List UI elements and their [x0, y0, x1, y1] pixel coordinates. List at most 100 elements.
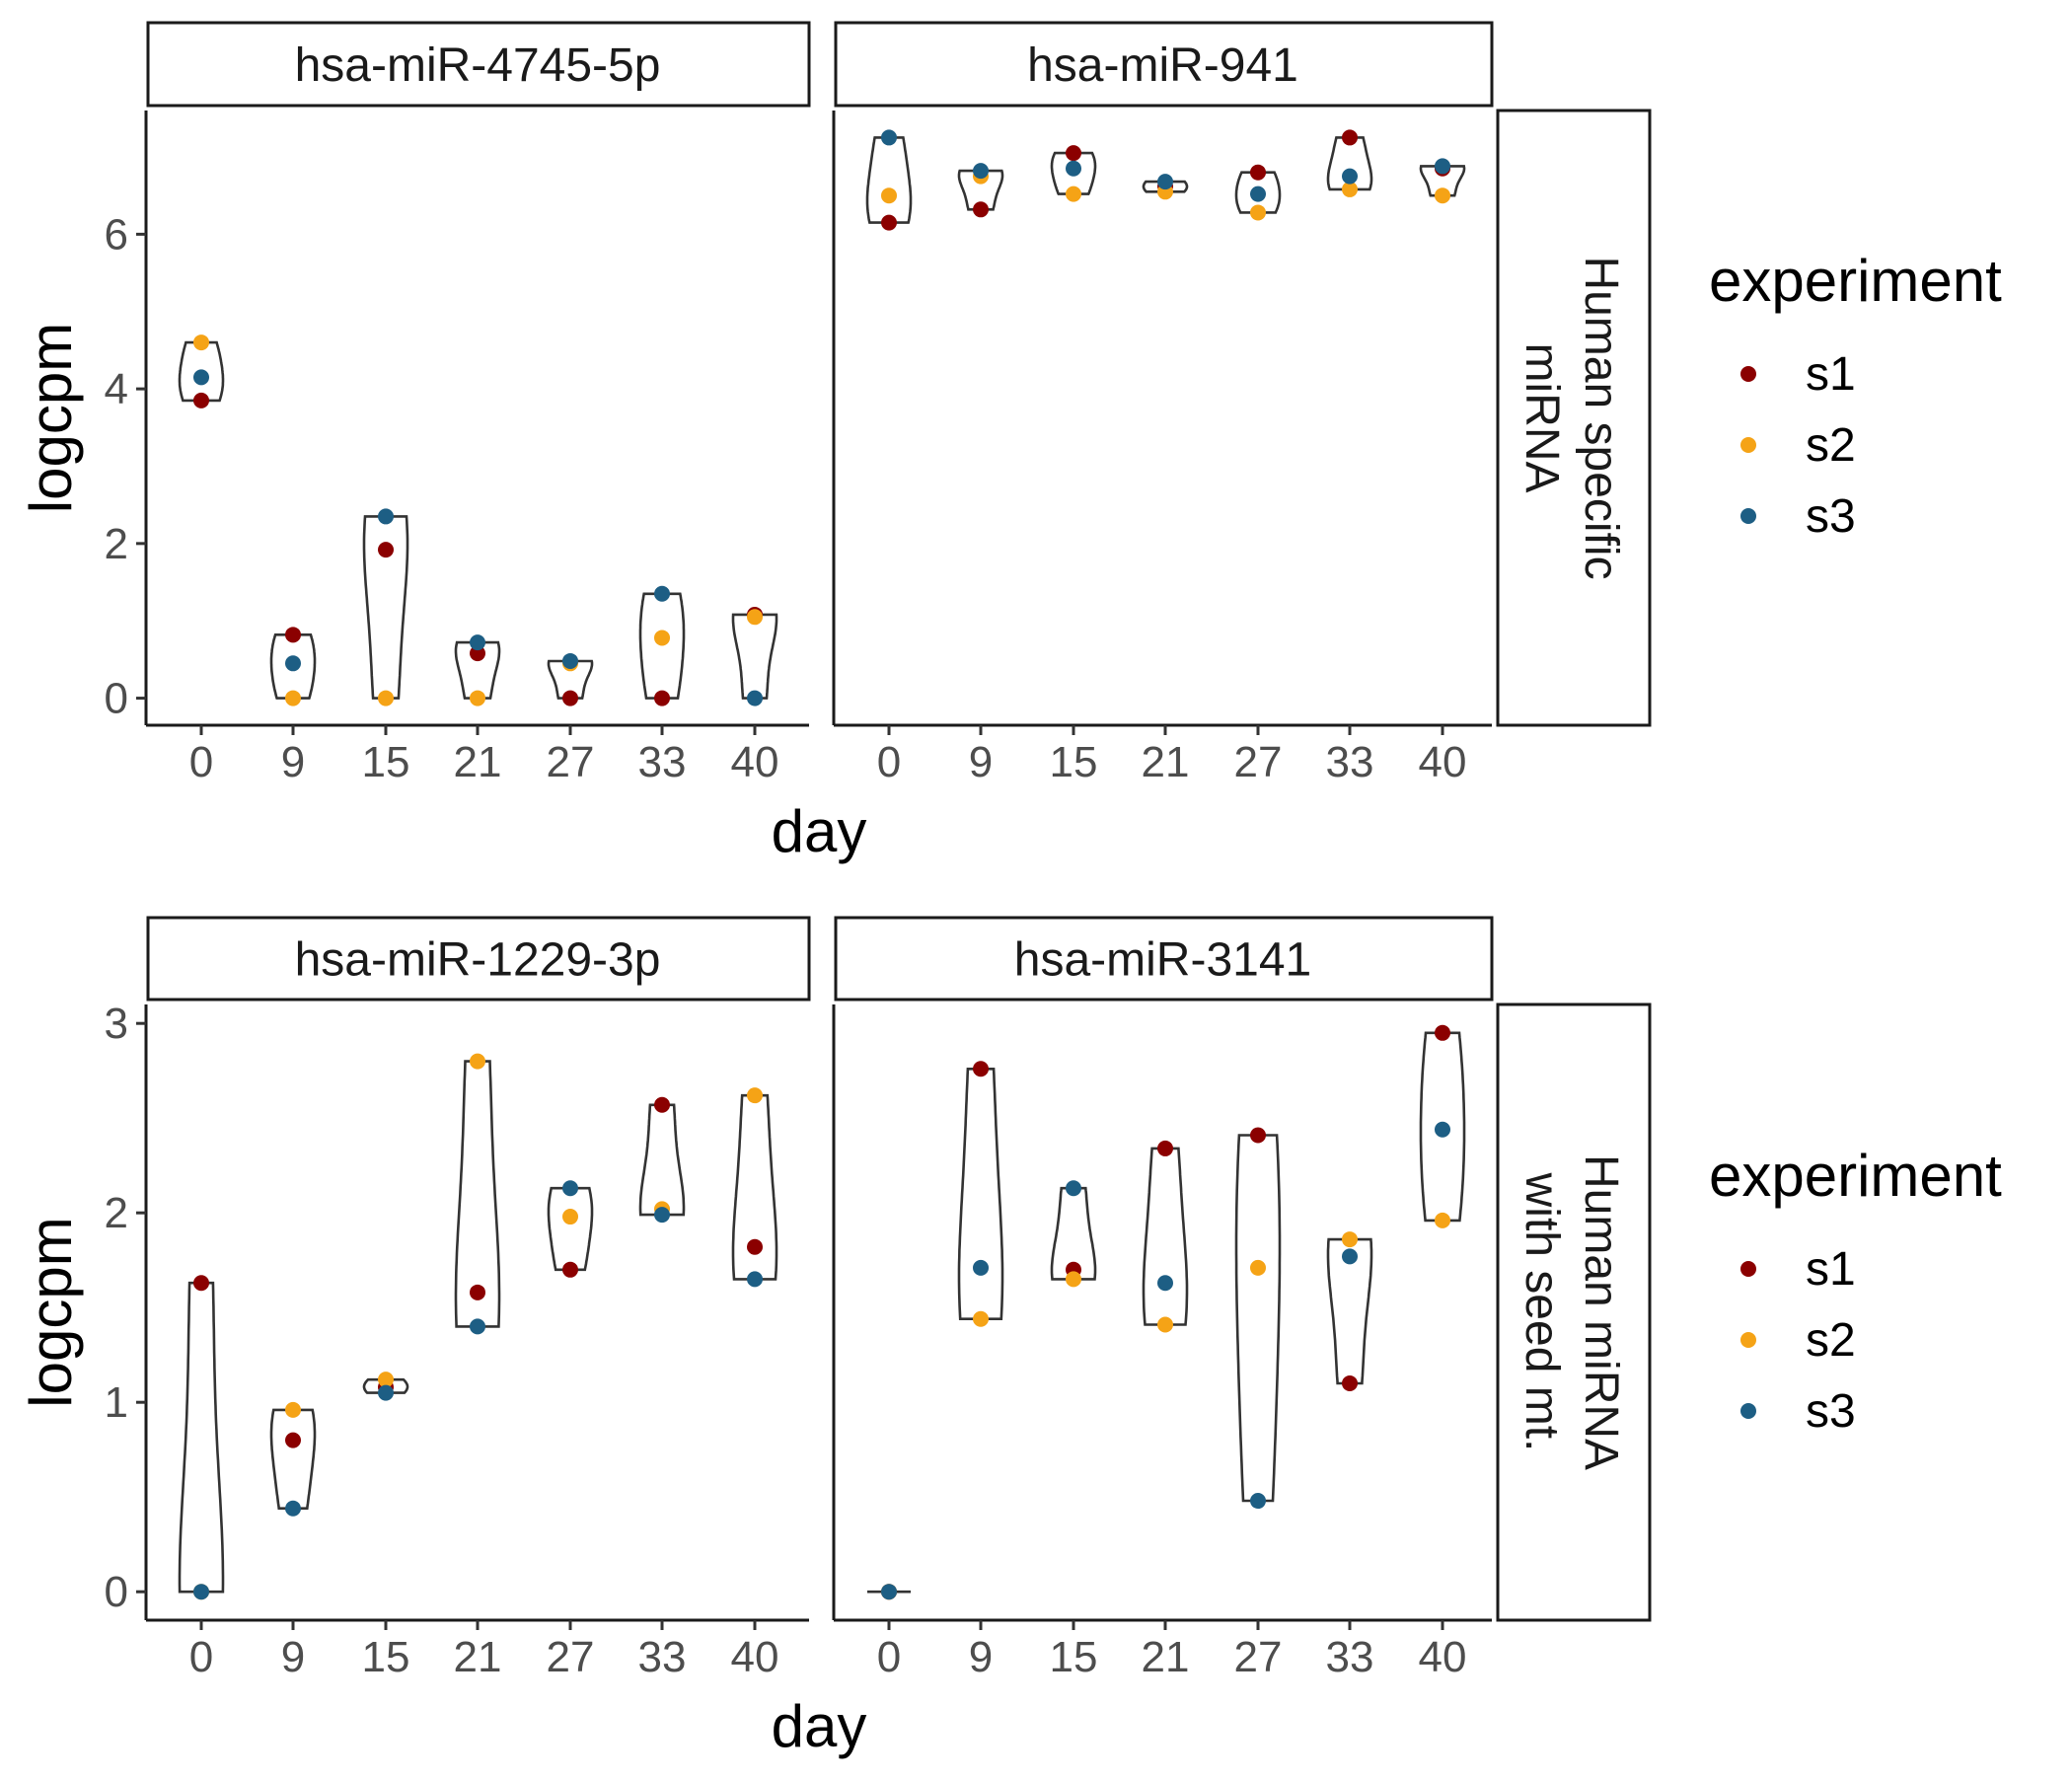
row-strip: Human miRNAwith seed mt.: [1496, 1002, 1652, 1622]
row-strip-line: miRNA: [1516, 343, 1568, 493]
point-s1-day-21: [1157, 1140, 1173, 1156]
y-tick-label: 0: [105, 1568, 128, 1616]
legend-swatch-s3: [1740, 1403, 1756, 1419]
point-s3-day-15: [1066, 1180, 1081, 1197]
point-s3-day-21: [470, 634, 485, 651]
panel-strip: [834, 21, 1494, 108]
point-s2-day-9: [285, 690, 301, 706]
x-tick-label: 27: [547, 738, 595, 786]
panel-strip: [146, 21, 811, 108]
row-strip-label: Human miRNAwith seed mt.: [1516, 1154, 1627, 1470]
violin-day-40: [731, 1093, 778, 1281]
point-s3-day-40: [1435, 158, 1450, 175]
point-s2-day-9: [973, 1310, 989, 1327]
row-strip-label: Human specificmiRNA: [1516, 256, 1627, 579]
legend-label: s3: [1806, 1385, 1856, 1438]
y-tick-label: 2: [105, 520, 128, 568]
point-s3-day-21: [1157, 1275, 1173, 1292]
row-strip-box: [1496, 109, 1652, 727]
point-s2-day-15: [378, 690, 394, 706]
point-s3-day-33: [654, 585, 670, 602]
x-axis-title: day: [772, 1693, 867, 1759]
point-s1-day-0: [193, 1275, 209, 1292]
row-strip-line: Human specific: [1575, 256, 1627, 579]
point-s3-day-9: [973, 163, 989, 180]
legend-label: s1: [1806, 348, 1856, 401]
legend-swatch-s2: [1740, 437, 1756, 453]
point-s1-day-9: [973, 201, 989, 218]
legend-label: s3: [1806, 490, 1856, 543]
point-s1-day-27: [562, 690, 578, 706]
violin-day-33: [638, 592, 686, 700]
violin-day-33: [1326, 1237, 1373, 1385]
violin-day-27: [1234, 1134, 1282, 1503]
point-s2-day-15: [1066, 1271, 1081, 1288]
row-strip-line: Human miRNA: [1575, 1154, 1627, 1470]
point-s3-day-27: [1250, 186, 1266, 202]
panel-title: hsa-miR-1229-3p: [295, 934, 661, 987]
point-s1-day-15: [378, 542, 394, 558]
x-tick-label: 15: [1050, 738, 1098, 786]
x-tick-label: 27: [1234, 738, 1283, 786]
point-s1-day-40: [747, 1238, 763, 1255]
x-tick-label: 15: [362, 1633, 410, 1681]
point-s1-day-15: [1066, 145, 1081, 162]
point-s1-day-21: [470, 645, 485, 662]
point-s2-day-15: [378, 1372, 394, 1388]
x-tick-label: 9: [281, 738, 305, 786]
point-s3-day-9: [285, 1500, 301, 1517]
violin-day-40: [731, 613, 778, 700]
panel-title: hsa-miR-941: [1027, 39, 1298, 92]
x-tick-label: 27: [547, 1633, 595, 1681]
point-s2-day-40: [747, 609, 763, 626]
point-s3-day-15: [1066, 160, 1081, 177]
point-s2-day-27: [1250, 1259, 1266, 1276]
point-s2-day-27: [1250, 204, 1266, 221]
y-tick-label: 4: [105, 365, 128, 413]
legend-label: s2: [1806, 419, 1856, 472]
x-tick-label: 9: [969, 1633, 993, 1681]
row-strip: Human specificmiRNA: [1496, 109, 1652, 727]
panel-strip: [834, 916, 1494, 1002]
point-s2-day-9: [285, 1401, 301, 1418]
point-s1-day-33: [1342, 1375, 1358, 1391]
point-s2-day-33: [1342, 181, 1358, 197]
violin-day-15: [362, 515, 409, 700]
x-tick-label: 33: [1326, 1633, 1374, 1681]
point-s3-day-40: [747, 1271, 763, 1288]
point-s3-day-33: [1342, 168, 1358, 185]
legend-title: experiment: [1709, 248, 2002, 314]
point-s1-day-0: [193, 392, 209, 408]
panel-title: hsa-miR-3141: [1014, 934, 1311, 987]
point-s1-day-27: [1250, 1127, 1266, 1144]
legend-swatch-s3: [1740, 508, 1756, 524]
point-s3-day-27: [1250, 1493, 1266, 1510]
point-s2-day-40: [747, 1087, 763, 1104]
point-s1-day-9: [285, 627, 301, 643]
y-tick-label: 6: [105, 210, 128, 259]
point-s3-day-9: [285, 655, 301, 672]
point-s1-day-9: [973, 1061, 989, 1077]
legend-swatch-s2: [1740, 1332, 1756, 1348]
x-tick-label: 0: [877, 1633, 901, 1681]
y-axis-title: logcpm: [18, 323, 84, 513]
point-s3-day-0: [881, 129, 897, 146]
panel-hsa-miR-1229-3p: hsa-miR-1229-3p 0 1 2 3 0 9 15 21 27 33 40: [105, 916, 811, 1681]
x-axis-title: day: [772, 798, 867, 864]
violin-day-0: [178, 1281, 225, 1594]
point-s2-day-21: [470, 1053, 485, 1070]
panel-hsa-miR-4745-5p: hsa-miR-4745-5p 0 2 4 6 0 9 15 21 27 33 40: [105, 21, 811, 786]
x-tick-label: 27: [1234, 1633, 1283, 1681]
point-s1-day-9: [285, 1432, 301, 1448]
row-strip-line: with seed mt.: [1516, 1172, 1568, 1452]
x-tick-label: 15: [1050, 1633, 1098, 1681]
point-s2-day-15: [1066, 186, 1081, 202]
x-tick-label: 21: [1142, 1633, 1190, 1681]
point-s3-day-27: [562, 1180, 578, 1197]
x-tick-label: 0: [877, 738, 901, 786]
x-tick-label: 15: [362, 738, 410, 786]
x-tick-label: 40: [1419, 1633, 1467, 1681]
point-s3-day-21: [1157, 174, 1173, 190]
